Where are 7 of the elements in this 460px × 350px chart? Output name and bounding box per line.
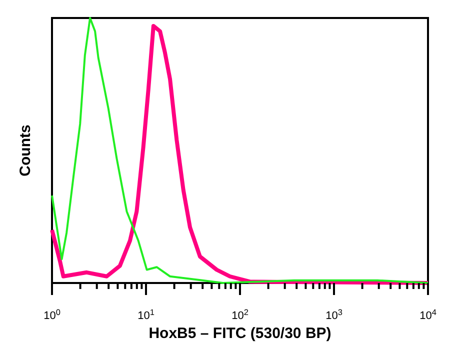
x-tick-label: 10$^{3}$ [326, 308, 343, 322]
x-tick-label: 10$^{2}$ [232, 308, 249, 322]
x-tick-label: 10$^{1}$ [138, 308, 155, 322]
x-tick-label: 10$^{0}$ [44, 308, 61, 322]
x-tick-label: 10$^{4}$ [420, 308, 437, 322]
y-axis-title: Counts [17, 124, 34, 176]
x-axis-title: HoxB5 – FITC (530/30 BP) [148, 325, 332, 342]
